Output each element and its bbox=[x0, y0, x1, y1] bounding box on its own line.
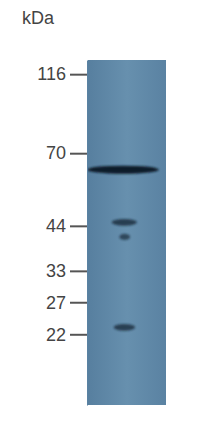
tick-label: 33 bbox=[46, 261, 66, 281]
tick: 33 bbox=[46, 261, 87, 281]
axis-line bbox=[87, 61, 88, 406]
tick: 70 bbox=[46, 143, 87, 163]
band bbox=[114, 324, 136, 331]
tick: 44 bbox=[46, 216, 87, 236]
tick-label: 70 bbox=[46, 143, 66, 163]
tick-mark bbox=[70, 225, 87, 227]
band bbox=[119, 234, 130, 240]
y-axis: 116 70 44 33 27 22 bbox=[37, 61, 87, 406]
tick-label: 116 bbox=[37, 64, 66, 84]
tick: 116 bbox=[37, 64, 87, 84]
tick-mark bbox=[70, 270, 87, 272]
bands bbox=[88, 166, 159, 331]
tick-mark bbox=[70, 74, 87, 76]
tick-mark bbox=[70, 302, 87, 304]
tick-label: 27 bbox=[46, 293, 66, 313]
band bbox=[88, 166, 159, 174]
tick-label: 22 bbox=[46, 325, 66, 345]
tick-mark bbox=[70, 153, 87, 155]
figure: 116 70 44 33 27 22 kDa bbox=[0, 0, 212, 432]
band bbox=[112, 219, 137, 226]
tick: 22 bbox=[46, 325, 87, 345]
tick-label: 44 bbox=[46, 216, 66, 236]
axis-title: kDa bbox=[22, 8, 55, 28]
tick: 27 bbox=[46, 293, 87, 313]
tick-mark bbox=[70, 334, 87, 336]
lane bbox=[88, 60, 166, 405]
